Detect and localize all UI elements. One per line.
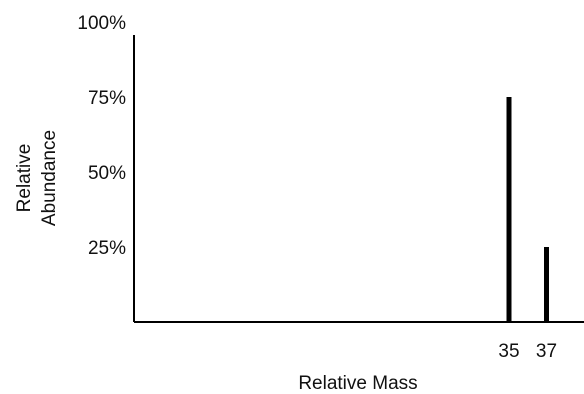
- y-tick-labels: 25% 50% 75% 100%: [77, 13, 126, 259]
- y-axis-title-line-1: Relative: [14, 144, 35, 213]
- y-axis-title-line-2: Abundance: [39, 130, 60, 226]
- x-tick-label: 35: [498, 341, 519, 362]
- x-tick-label: 37: [536, 341, 557, 362]
- x-axis-title: Relative Mass: [298, 373, 417, 394]
- axes: [133, 35, 584, 323]
- y-tick-label: 75%: [88, 88, 126, 109]
- spectrum-bars: [506, 97, 549, 322]
- y-axis-title: Relative Abundance: [14, 130, 60, 226]
- y-tick-label: 25%: [88, 238, 126, 259]
- y-tick-label: 50%: [88, 163, 126, 184]
- x-tick-labels: 35 37: [498, 341, 557, 362]
- y-tick-label: 100%: [77, 13, 126, 34]
